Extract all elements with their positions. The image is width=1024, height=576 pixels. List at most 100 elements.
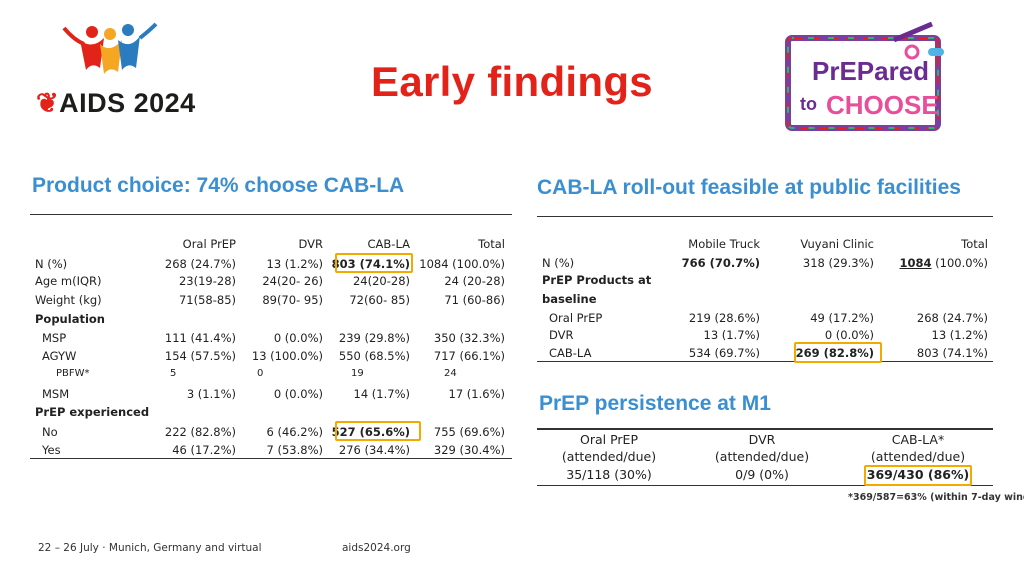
persistence-col-header: CAB-LA* (891, 432, 945, 447)
left-row-label: PrEP experienced (35, 405, 150, 419)
persistence-value: 35/118 (30%) (566, 467, 652, 482)
left-table-cell: 550 (68.5%) (338, 349, 410, 363)
total-n-emphasis: 1084 (899, 256, 932, 270)
right-row-label: DVR (549, 328, 574, 342)
left-table-cell: 24 (444, 368, 457, 379)
left-table-cell: 71 (60-86) (444, 293, 505, 307)
footer-date-location: 22 – 26 July · Munich, Germany and virtu… (38, 542, 262, 554)
left-table-cell: 3 (1.1%) (186, 387, 236, 401)
right-col-header: Mobile Truck (688, 237, 760, 251)
left-table-cell: 0 (0.0%) (273, 387, 323, 401)
persistence-value: 369/430 (86%) (866, 467, 970, 482)
persistence-subheader: (attended/due) (714, 449, 810, 464)
left-table-cell: 23(19-28) (178, 274, 236, 288)
left-table-cell: 6 (46.2%) (266, 425, 323, 439)
red-ribbon-icon: ❦ (36, 88, 60, 118)
highlight-cab-la-total (335, 253, 413, 273)
left-table-cell: 803 (74.1%) (331, 257, 410, 271)
left-col-header: DVR (298, 237, 323, 251)
highlight-vuyani-cab-la (794, 342, 882, 363)
right-table-cell: 49 (17.2%) (810, 311, 874, 325)
left-table-cell: 13 (1.2%) (266, 257, 323, 271)
aids-2024-logo (34, 20, 184, 130)
persistence-col-header: Oral PrEP (580, 432, 638, 447)
left-table-cell: 329 (30.4%) (433, 443, 505, 457)
left-table-cell: 72(60- 85) (349, 293, 410, 307)
right-table-cell: 803 (74.1%) (916, 346, 988, 360)
svg-text:CHOOSE: CHOOSE (826, 90, 939, 120)
right-top-section-title: CAB-LA roll-out feasible at public facil… (537, 176, 961, 199)
right-table-cell: 0 (0.0%) (824, 328, 874, 342)
left-table-cell: 24 (20-28) (444, 274, 505, 288)
left-row-label: No (42, 425, 58, 439)
left-table-cell: 46 (17.2%) (172, 443, 236, 457)
aids-2024-logo-text: ❦AIDS 2024 (36, 88, 196, 118)
right-table-cell: 269 (82.8%) (795, 346, 874, 360)
highlight-cab-la-persistence (864, 465, 972, 486)
persistence-bottom-rule (537, 485, 993, 486)
left-table-cell: 239 (29.8%) (338, 331, 410, 345)
right-top-title-divider (537, 216, 993, 217)
left-col-header: Total (478, 237, 505, 251)
left-table-cell: 222 (82.8%) (164, 425, 236, 439)
right-table-cell: 13 (1.7%) (703, 328, 760, 342)
left-table-bottom-rule (30, 458, 512, 459)
left-table-cell: 717 (66.1%) (433, 349, 505, 363)
left-table-cell: 111 (41.4%) (164, 331, 236, 345)
left-table-cell: 755 (69.6%) (433, 425, 505, 439)
left-section-title: Product choice: 74% choose CAB-LA (32, 174, 405, 197)
left-table-cell: 5 (170, 368, 177, 379)
slide-title: Early findings (371, 58, 653, 105)
left-row-label: Age m(IQR) (35, 274, 102, 288)
left-table-cell: 1084 (100.0%) (419, 257, 505, 271)
left-table-cell: 154 (57.5%) (164, 349, 236, 363)
left-table-cell: 17 (1.6%) (448, 387, 505, 401)
left-table-cell: 268 (24.7%) (164, 257, 236, 271)
right-row-label: PrEP Products at (542, 273, 652, 287)
left-table-cell: 0 (257, 368, 264, 379)
left-row-label: Yes (42, 443, 61, 457)
right-table-cell: 219 (28.6%) (688, 311, 760, 325)
persistence-col-header: DVR (748, 432, 776, 447)
right-row-label: CAB-LA (549, 346, 592, 360)
left-row-label: MSP (42, 331, 67, 345)
highlight-cab-la-no-prep (335, 421, 421, 441)
right-table-cell: 534 (69.7%) (688, 346, 760, 360)
left-row-label: PBFW* (56, 368, 90, 379)
left-table-cell: 24(20-28) (352, 274, 410, 288)
right-table-cell: 318 (29.3%) (802, 256, 874, 270)
right-col-header: Vuyani Clinic (800, 237, 874, 251)
persistence-value: 0/9 (0%) (735, 467, 789, 482)
footer-website: aids2024.org (342, 542, 411, 554)
left-table-cell: 7 (53.8%) (266, 443, 323, 457)
left-table-cell: 13 (100.0%) (251, 349, 323, 363)
left-title-divider (30, 214, 512, 215)
persistence-top-rule (537, 428, 993, 430)
right-row-label: N (%) (542, 256, 575, 270)
right-col-header: Total (961, 237, 988, 251)
left-row-label: N (%) (35, 257, 68, 271)
right-row-label: baseline (542, 292, 597, 306)
left-table-cell: 14 (1.7%) (353, 387, 410, 401)
right-table-cell: 766 (70.7%) (681, 256, 760, 270)
prepared-to-choose-logo: PrEPared to CHOOSE (782, 21, 958, 132)
right-table-cell: 1084 (100.0%) (899, 256, 989, 270)
persistence-subheader: (attended/due) (561, 449, 657, 464)
left-row-label: Weight (kg) (35, 293, 102, 307)
persistence-subheader: (attended/due) (870, 449, 966, 464)
left-col-header: CAB-LA (367, 237, 410, 251)
left-table-cell: 19 (351, 368, 364, 379)
right-table-cell: 268 (24.7%) (916, 311, 988, 325)
left-table-cell: 71(58-85) (178, 293, 236, 307)
right-bottom-section-title: PrEP persistence at M1 (539, 392, 771, 415)
left-col-header: Oral PrEP (182, 237, 236, 251)
left-row-label: Population (35, 312, 105, 326)
svg-text:PrEPared: PrEPared (812, 56, 929, 86)
right-row-label: Oral PrEP (549, 311, 603, 325)
persistence-footnote: *369/587=63% (within 7-day window) (848, 492, 1024, 503)
left-table-cell: 24(20- 26) (262, 274, 323, 288)
left-table-cell: 350 (32.3%) (433, 331, 505, 345)
svg-text:to: to (800, 94, 817, 114)
left-row-label: AGYW (42, 349, 77, 363)
left-table-cell: 89(70- 95) (262, 293, 323, 307)
